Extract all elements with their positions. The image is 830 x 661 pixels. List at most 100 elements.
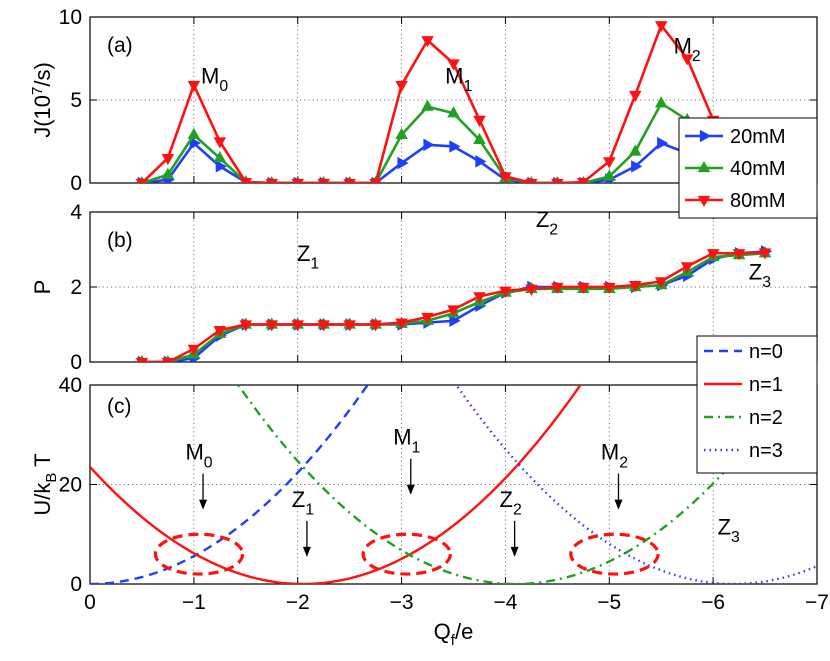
data-point-80mM (265, 320, 279, 332)
data-point-80mM (628, 281, 642, 293)
data-point-40mM (187, 127, 201, 139)
data-point-20mM (449, 314, 461, 328)
legend-label-n=2: n=2 (749, 407, 783, 429)
data-point-80mM (577, 282, 590, 295)
y-tick-label: 5 (70, 89, 82, 112)
data-point-80mM (680, 54, 694, 66)
panel-label: (b) (107, 229, 133, 252)
data-point-80mM (291, 320, 304, 332)
data-point-80mM (317, 178, 330, 183)
annotation-arrowhead (199, 499, 208, 510)
annotation-M0: M0 (201, 63, 228, 95)
data-point-80mM (525, 284, 538, 296)
plot-area (135, 245, 773, 362)
annotation-arrowhead (302, 546, 311, 557)
axes-frame (89, 16, 818, 184)
axes-frame (89, 384, 818, 585)
data-point-80mM (499, 286, 512, 298)
series-legend: 20mM 40mM 80mM (678, 117, 818, 219)
energy-curve-n=0 (90, 385, 370, 584)
data-point-40mM (654, 96, 668, 108)
legend-label-n=1: n=1 (749, 374, 783, 396)
y-tick-label: 0 (70, 172, 82, 195)
data-point-80mM (706, 249, 720, 261)
data-point-80mM (551, 282, 564, 295)
legend-label-20mM: 20mM (730, 126, 786, 148)
data-point-20mM (189, 136, 201, 150)
data-point-80mM (577, 178, 590, 183)
curve-legend-box (696, 335, 818, 474)
y-axis-label: P (30, 280, 55, 295)
legend-label-n=0: n=0 (749, 341, 783, 363)
x-tick-label: −6 (701, 591, 725, 614)
data-point-40mM (161, 167, 175, 179)
data-point-80mM (395, 80, 408, 93)
x-tick-label: −3 (390, 591, 414, 614)
y-tick-label: 2 (70, 276, 82, 299)
x-axis-label: Qf/e (434, 619, 474, 649)
data-point-40mM (395, 127, 408, 139)
data-point-80mM (603, 157, 616, 169)
data-point-80mM (654, 277, 668, 289)
data-point-80mM (654, 21, 668, 33)
data-point-80mM (239, 320, 253, 332)
legend-marker-20mM (699, 129, 712, 143)
panel-label: (c) (107, 395, 132, 418)
annotation-M1: M1 (445, 63, 472, 95)
x-tick-label: −2 (286, 591, 310, 614)
data-point-80mM (551, 178, 564, 183)
legend-marker-80mM (697, 195, 711, 208)
legend-label-80mM: 80mM (730, 190, 786, 212)
data-point-80mM (680, 262, 694, 274)
curve-legend: n=0 n=1 n=2 n=3 (696, 335, 818, 474)
energy-curve-n=3 (454, 385, 817, 584)
data-point-80mM (499, 172, 512, 183)
data-point-80mM (473, 292, 486, 304)
plot-area (90, 385, 817, 584)
data-point-80mM (421, 312, 434, 325)
data-point-20mM (397, 156, 409, 170)
annotation-Z3: Z3 (749, 260, 771, 292)
y-tick-label: 10 (59, 6, 82, 29)
annotation-M0: M0 (185, 440, 212, 472)
data-point-80mM (447, 59, 460, 71)
annotation-Z2: Z2 (499, 487, 521, 519)
annotation-arrowhead (614, 499, 623, 510)
data-point-80mM (239, 178, 253, 183)
highlight-ellipse (569, 532, 660, 576)
data-point-40mM (447, 106, 460, 118)
x-tick-label: −7 (805, 591, 829, 614)
data-point-80mM (395, 318, 408, 330)
highlight-ellipse (153, 532, 245, 576)
data-point-20mM (475, 155, 487, 168)
data-point-80mM (317, 320, 330, 332)
data-point-40mM (213, 151, 227, 163)
panel-b: 0 2 4 (b) P Z1 Z2 Z3 (30, 201, 818, 374)
y-tick-label: 0 (70, 573, 82, 596)
annotation-Z3: Z3 (718, 514, 740, 546)
data-point-40mM (628, 144, 642, 156)
annotation-Z1: Z1 (297, 241, 319, 273)
data-point-80mM (369, 178, 382, 183)
data-point-80mM (291, 178, 304, 183)
x-tick-label: −1 (182, 591, 206, 614)
highlight-ellipse (361, 532, 452, 576)
data-point-80mM (603, 282, 616, 295)
data-point-80mM (343, 320, 356, 332)
annotation-arrowhead (510, 546, 519, 557)
legend-marker-40mM (697, 160, 711, 173)
data-point-20mM (449, 140, 461, 153)
axes-frame (89, 211, 818, 363)
energy-curve-n=2 (236, 385, 795, 584)
x-tick-label: −4 (493, 591, 517, 614)
y-tick-label: 0 (70, 351, 82, 374)
y-axis-label: U/kB T (30, 453, 60, 515)
series-line-80mM (141, 23, 766, 183)
panel-c: 0 20 40 0 −1 −2 −3 −4 −5 −6 −7 (c) U/kB T Qf/e M0 M1 M2 Z… (30, 374, 829, 649)
data-point-80mM (265, 178, 279, 183)
data-point-80mM (135, 178, 149, 183)
data-point-20mM (631, 160, 643, 173)
panel-label: (a) (107, 34, 133, 57)
legend-label-n=3: n=3 (749, 440, 783, 462)
